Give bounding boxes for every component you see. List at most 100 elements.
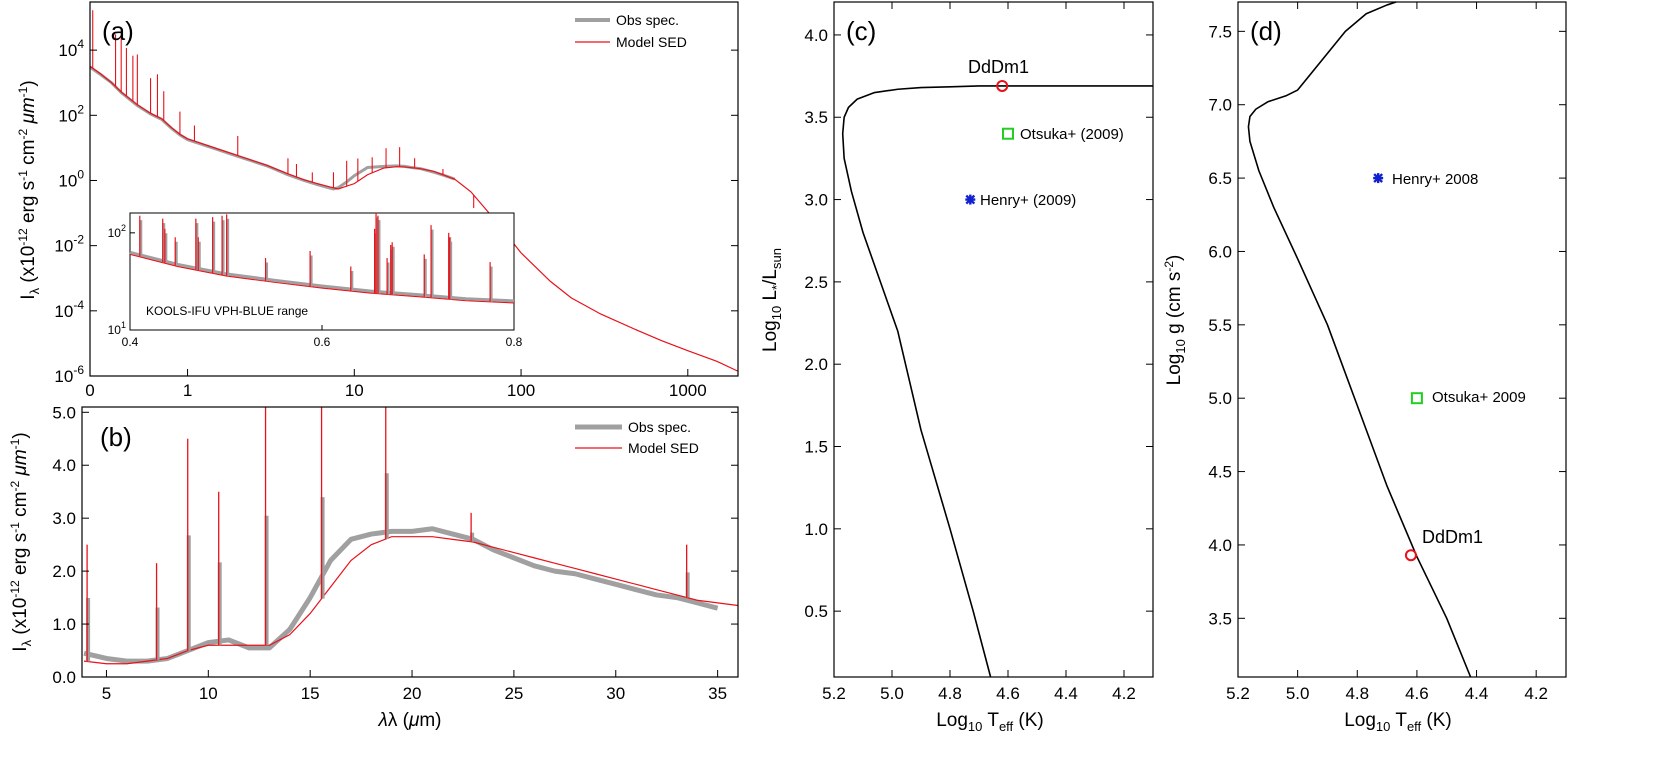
b-ytick-label-2: 2.0 [52, 562, 76, 581]
c-henry-stroke-3 [965, 194, 976, 205]
panel-c-plot-area [841, 79, 1153, 678]
d-ytick-label-8: 7.5 [1208, 22, 1232, 41]
c-ytick-label-5: 3.0 [804, 191, 828, 210]
b-xtick-label-4: 25 [504, 684, 523, 703]
d-henry-marker [1373, 173, 1384, 184]
legend-obs-label: Obs spec. [616, 12, 679, 28]
svg-text:Log10 g (cm s-2): Log10 g (cm s-2) [1162, 255, 1188, 386]
panel-c-hr-diagram: 0.5 1.0 1.5 2.0 2.5 3.0 3.5 4.0 5.2 5.0 4.8 4.6 4.4 4… [760, 1, 1154, 734]
panel-c-frame [833, 1, 1154, 678]
svg-text:Iλ (x10-12 erg s-1 cm-2 μm-1): Iλ (x10-12 erg s-1 cm-2 μm-1) [8, 432, 34, 651]
c-xtick-label-5: 4.2 [1112, 684, 1136, 703]
b-xtick-label-5: 30 [606, 684, 625, 703]
panel-d-kiel-diagram: 3.5 4.0 4.5 5.0 5.5 6.0 6.5 7.0 7.5 5.2 5.0 4.8 4.6 4… [1162, 1, 1567, 734]
d-xtick-label-3: 4.6 [1405, 684, 1429, 703]
d-ytick-label-5: 6.0 [1208, 242, 1232, 261]
svg-text:Iλ (x10-12 erg s-1 cm-2 μm-1): Iλ (x10-12 erg s-1 cm-2 μm-1) [16, 80, 42, 299]
panel-d-plot-area [1247, 1, 1472, 678]
c-henry-label: Henry+ (2009) [980, 192, 1076, 209]
c-otsuka-label: Otsuka+ (2009) [1020, 126, 1124, 143]
panel-b-ticks: 0.0 1.0 2.0 3.0 4.0 5.0 5 10 15 20 25 30 35 [52, 403, 738, 703]
a-xtick-label-3: 100 [507, 381, 535, 400]
d-henry-label: Henry+ 2008 [1392, 171, 1478, 188]
a-ytick-label-2: 10-2 [54, 233, 84, 256]
panel-b-label: (b) [100, 422, 132, 452]
b-xtick-label-2: 15 [301, 684, 320, 703]
c-xtick-label-3: 4.6 [996, 684, 1020, 703]
d-evolution-track [1247, 1, 1472, 678]
panel-a-sed-log: 10-6 10-4 10-2 100 102 104 0 1 10 100 1000 (a) Obs… [16, 1, 739, 400]
c-ytick-label-4: 2.5 [804, 273, 828, 292]
c-ytick-label-2: 1.5 [804, 438, 828, 457]
inset-xtick-label-0: 0.4 [122, 335, 139, 349]
legend-b-model-label: Model SED [628, 440, 699, 456]
inset-plot-area [129, 213, 515, 304]
panel-d-label: (d) [1250, 16, 1282, 46]
b-xtick-label-0: 5 [102, 684, 111, 703]
panel-a-ylabel: Iλ (x10-12 erg s-1 cm-2 μm-1) [16, 80, 42, 299]
c-ytick-label-0: 0.5 [804, 602, 828, 621]
legend-model-label: Model SED [616, 34, 687, 50]
panel-d-ylabel: Log10 g (cm s-2) [1162, 255, 1188, 386]
d-ytick-label-4: 5.5 [1208, 316, 1232, 335]
d-ytick-label-2: 4.5 [1208, 463, 1232, 482]
b-ytick-label-4: 4.0 [52, 456, 76, 475]
panel-a-legend: Obs spec. Model SED [575, 12, 687, 50]
b-xtick-label-6: 35 [708, 684, 727, 703]
a-xtick-label-4: 1000 [669, 381, 707, 400]
c-xtick-label-4: 4.4 [1054, 684, 1078, 703]
a-ytick-label-0: 10-6 [54, 363, 84, 386]
inset-annotation: KOOLS-IFU VPH-BLUE range [146, 304, 308, 318]
panel-a-ticks: 10-6 10-4 10-2 100 102 104 0 1 10 100 1000 [54, 37, 738, 400]
inset-xtick-label-1: 0.6 [314, 335, 331, 349]
d-xtick-label-1: 5.0 [1286, 684, 1310, 703]
panel-c-xlabel: Log10 Teff (K) [936, 710, 1044, 734]
d-xtick-label-5: 4.2 [1524, 684, 1548, 703]
d-xtick-label-4: 4.4 [1465, 684, 1489, 703]
d-dddm1-label: DdDm1 [1422, 527, 1483, 547]
a-ytick-label-1: 10-4 [54, 298, 84, 321]
panel-d-frame [1237, 1, 1567, 678]
b-ytick-label-1: 1.0 [52, 615, 76, 634]
a-xtick-label-1: 1 [183, 381, 192, 400]
d-henry-stroke-3 [1373, 173, 1383, 183]
panel-a-plot-area [89, 10, 739, 372]
d-otsuka-marker [1410, 392, 1423, 405]
b-xtick-label-3: 20 [403, 684, 422, 703]
inset-ticks: 101 102 0.4 0.6 0.8 [108, 223, 523, 349]
b-ytick-label-0: 0.0 [52, 668, 76, 687]
c-henry-marker [965, 194, 976, 205]
c-ytick-label-6: 3.5 [804, 108, 828, 127]
a-model-series [89, 65, 739, 372]
d-ytick-label-7: 7.0 [1208, 96, 1232, 115]
a-obs-series [89, 65, 456, 191]
d-ytick-label-6: 6.5 [1208, 169, 1232, 188]
panel-a-label: (a) [102, 16, 134, 46]
a-ytick-label-4: 102 [58, 102, 84, 125]
b-model-series [83, 536, 739, 665]
c-ytick-label-1: 1.0 [804, 520, 828, 539]
d-dddm1-marker [1404, 549, 1417, 562]
a-ytick-label-3: 100 [58, 167, 84, 190]
c-dddm1-marker [996, 79, 1009, 92]
inset-ytick-label-0: 101 [108, 320, 126, 337]
panel-a-inset: 101 102 0.4 0.6 0.8 KOOLS-IFU VPH-BLUE range [108, 212, 523, 349]
d-ytick-label-1: 4.0 [1208, 536, 1232, 555]
c-xtick-label-1: 5.0 [880, 684, 904, 703]
panel-c-ylabel: Log10 L*/Lsun [760, 248, 784, 352]
b-xtick-label-1: 10 [199, 684, 218, 703]
c-otsuka-marker [1002, 127, 1014, 140]
c-dddm1-label: DdDm1 [968, 57, 1029, 77]
d-xtick-label-0: 5.2 [1226, 684, 1250, 703]
inset-model-series [129, 253, 515, 304]
c-ytick-label-7: 4.0 [804, 26, 828, 45]
svg-text:Log10 L*/Lsun: Log10 L*/Lsun [760, 248, 784, 352]
c-evolution-track [841, 85, 1153, 678]
a-xtick-label-2: 10 [345, 381, 364, 400]
c-ytick-label-3: 2.0 [804, 355, 828, 374]
panel-c-ticks: 0.5 1.0 1.5 2.0 2.5 3.0 3.5 4.0 5.2 5.0 4.8 4.6 4.4 4… [804, 2, 1153, 703]
legend-b-obs-label: Obs spec. [628, 419, 691, 435]
a-xtick-label-0: 0 [85, 381, 94, 400]
panel-d-ticks: 3.5 4.0 4.5 5.0 5.5 6.0 6.5 7.0 7.5 5.2 5.0 4.8 4.6 4… [1208, 2, 1566, 703]
